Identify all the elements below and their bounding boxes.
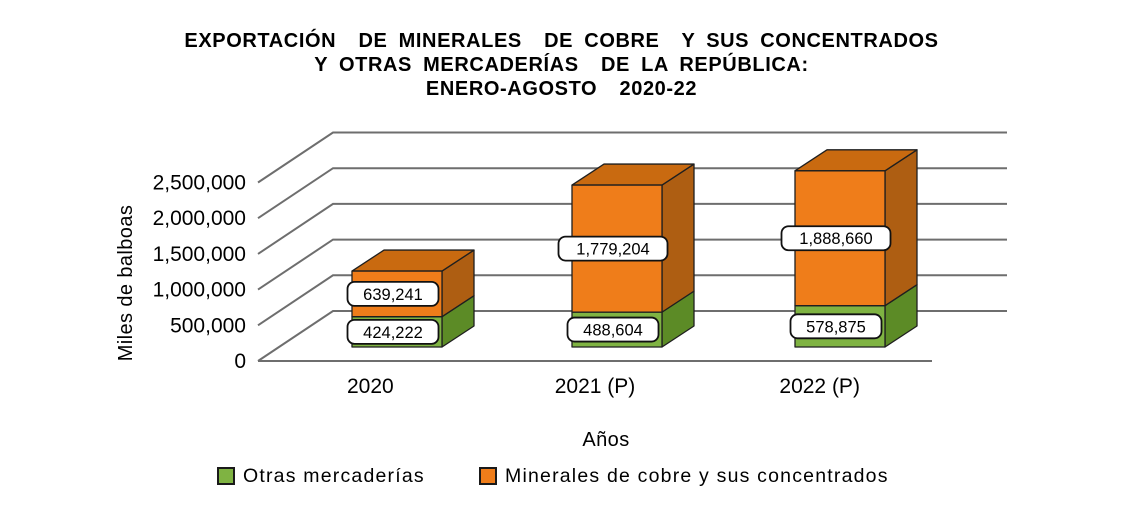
chart-title-line-2: Y OTRAS MERCADERÍAS DE LA REPÚBLICA: xyxy=(314,54,809,76)
legend-item-otras-mercaderias: Otras mercaderías xyxy=(217,463,425,489)
legend-swatch-green-icon xyxy=(217,467,235,485)
gridline xyxy=(257,202,1007,255)
data-label-box xyxy=(346,280,440,307)
data-label-text: 488,604 xyxy=(583,322,643,340)
y-axis-tick-label: 0 xyxy=(234,350,246,373)
x-axis-tick-label: 2021 (P) xyxy=(555,375,636,398)
data-label: 639,241 xyxy=(346,280,440,307)
y-axis-tick-label: 1,500,000 xyxy=(153,243,246,266)
legend-item-minerales-de-cobre: Minerales de cobre y sus concentrados xyxy=(479,463,889,489)
y-axis-tick-label: 2,500,000 xyxy=(153,172,246,195)
data-label-text: 424,222 xyxy=(363,324,423,342)
chart-title-line-3: ENERO-AGOSTO 2020-22 xyxy=(425,78,698,100)
gridline xyxy=(257,167,1007,220)
legend-label: Otras mercaderías xyxy=(243,464,425,487)
bar-orange-side-face xyxy=(884,149,918,307)
legend-swatch-orange-icon xyxy=(479,467,497,485)
data-label-box xyxy=(789,313,883,340)
x-axis-tick-label: 2020 xyxy=(347,375,394,398)
x-axis-title: Años xyxy=(582,429,630,451)
data-label-text: 1,779,204 xyxy=(576,241,649,259)
x-axis-tick-label: 2022 (P) xyxy=(779,375,860,398)
data-label-text: 578,875 xyxy=(806,318,866,336)
y-axis-tick-label: 2,000,000 xyxy=(153,207,246,230)
gridline xyxy=(257,310,1007,362)
legend-label: Minerales de cobre y sus concentrados xyxy=(505,464,889,487)
y-axis-tick-label: 1,000,000 xyxy=(153,279,246,302)
data-label: 1,779,204 xyxy=(557,235,669,262)
data-label: 1,888,660 xyxy=(780,225,892,252)
data-label-box xyxy=(780,225,892,252)
gridline xyxy=(257,274,1007,327)
data-label-text: 1,888,660 xyxy=(799,230,872,248)
data-label-box xyxy=(557,235,669,262)
data-label-box xyxy=(566,316,660,343)
chart-title: EXPORTACIÓN DE MINERALES DE COBRE Y SUS … xyxy=(0,29,1123,101)
chart-legend: Otras mercaderías Minerales de cobre y s… xyxy=(0,463,1123,493)
bar-orange-side-face xyxy=(661,163,695,313)
data-label-box xyxy=(346,318,440,345)
y-axis-tick-label: 500,000 xyxy=(170,314,246,337)
data-label: 488,604 xyxy=(566,316,660,343)
chart-title-line-1: EXPORTACIÓN DE MINERALES DE COBRE Y SUS … xyxy=(184,30,939,52)
data-label: 578,875 xyxy=(789,313,883,340)
data-label: 424,222 xyxy=(346,318,440,345)
data-label-text: 639,241 xyxy=(363,286,423,304)
gridline xyxy=(257,131,1007,184)
